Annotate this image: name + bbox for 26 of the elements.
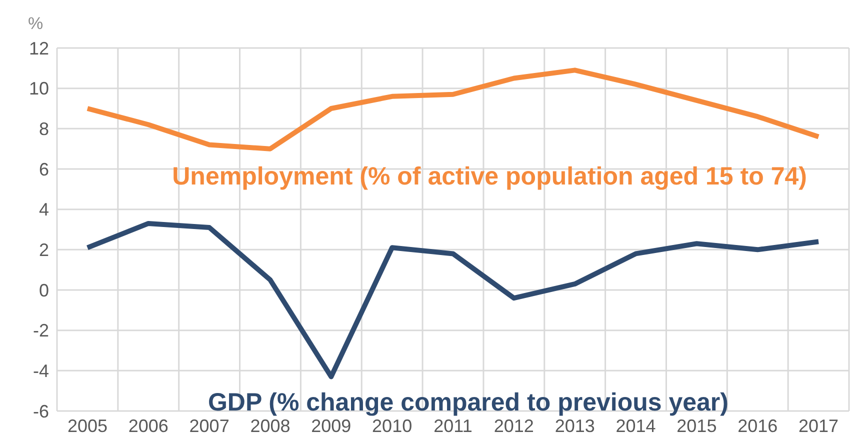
y-tick-label: 12 [28, 38, 49, 58]
x-tick-label: 2012 [494, 416, 534, 436]
y-tick-label: 10 [28, 78, 49, 99]
series-label: Unemployment (% of active population aged 15 to 74) [172, 162, 807, 192]
y-tick-label: 0 [38, 280, 49, 300]
x-tick-label: 2013 [554, 416, 595, 436]
y-tick-label: -4 [32, 361, 49, 382]
x-tick-label: 2010 [372, 416, 412, 436]
x-tick-label: 2009 [311, 416, 352, 436]
x-tick-label: 2008 [250, 416, 290, 436]
y-axis-title: % [28, 14, 44, 34]
x-tick-label: 2014 [616, 416, 656, 436]
y-tick-label: 2 [38, 240, 49, 260]
x-tick-label: 2007 [189, 416, 230, 436]
y-tick-label: 6 [38, 159, 49, 180]
y-tick-label: 4 [38, 200, 49, 220]
x-tick-label: 2005 [67, 416, 108, 436]
text: GDP (% change compared to previous year) [208, 388, 728, 418]
x-tick-label: 2016 [738, 416, 778, 436]
x-tick-label: 2015 [676, 416, 717, 436]
y-tick-label: -6 [32, 401, 49, 422]
y-tick-label: -2 [32, 320, 49, 341]
x-tick-label: 2006 [128, 416, 168, 436]
x-tick-label: 2011 [434, 416, 472, 436]
y-tick-label: 8 [38, 119, 49, 140]
x-tick-label: 2017 [798, 416, 839, 436]
